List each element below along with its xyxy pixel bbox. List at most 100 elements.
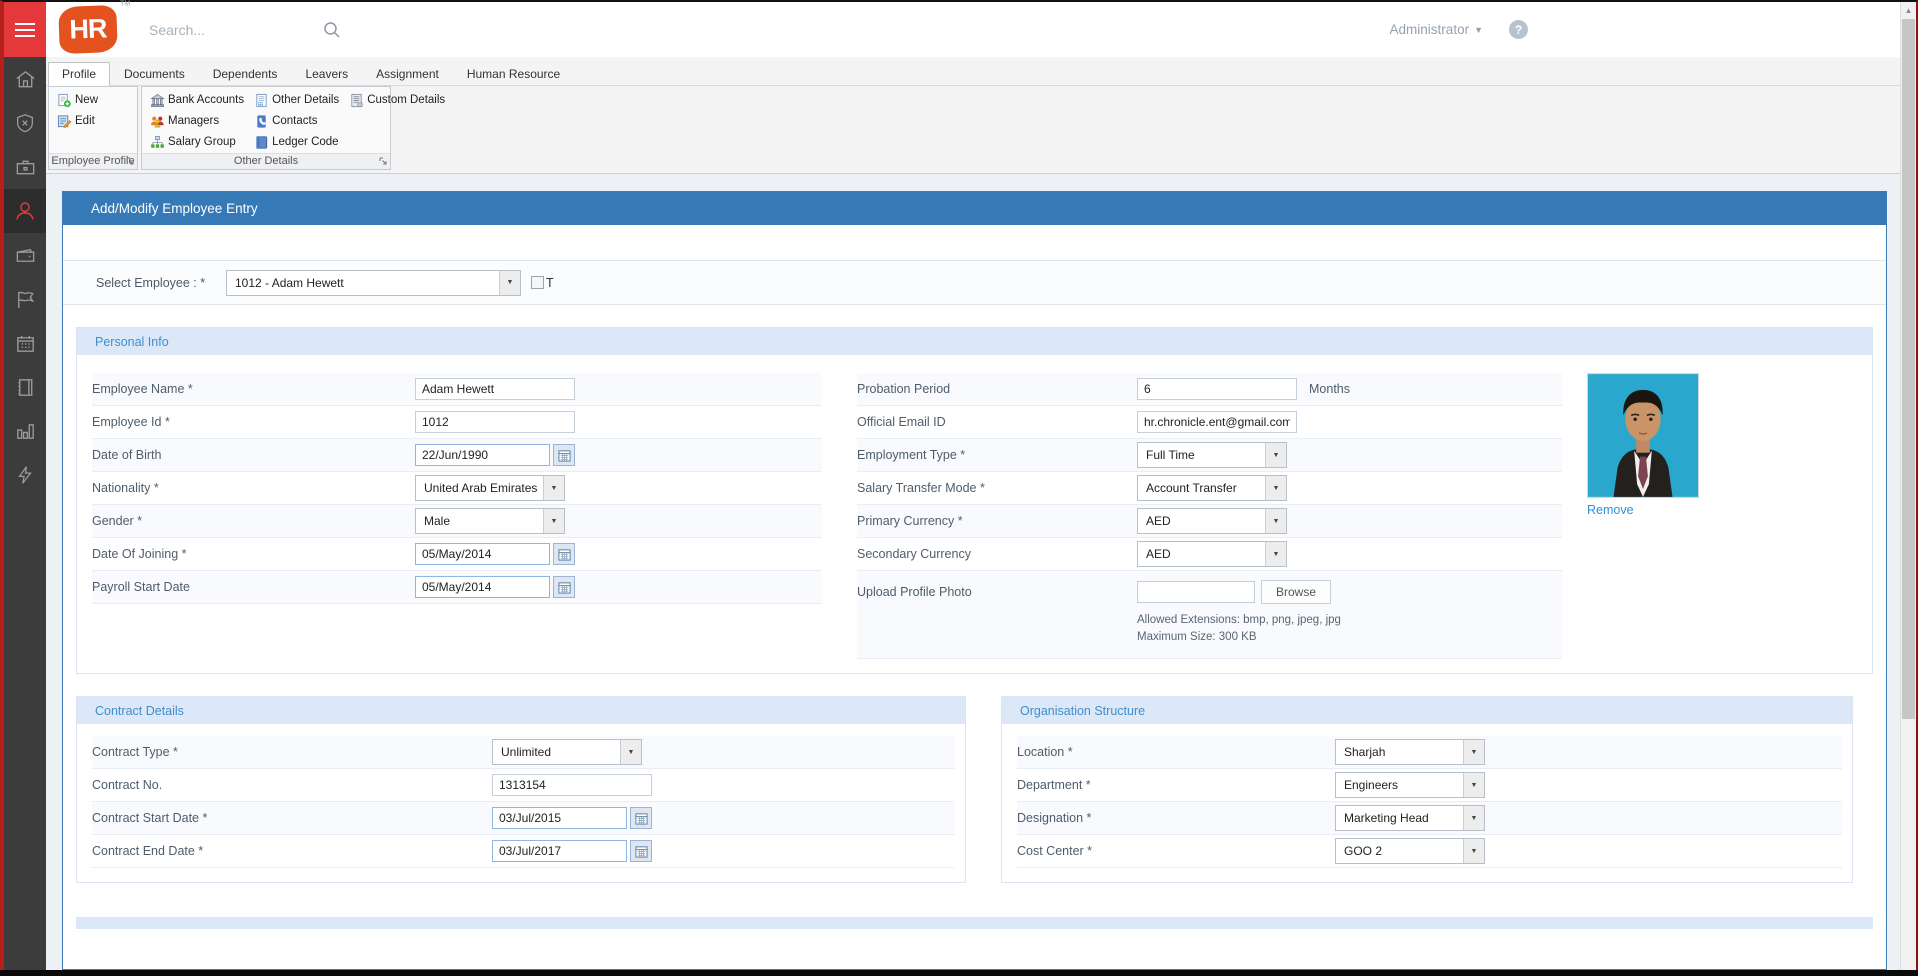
employee-id-input[interactable]: [415, 411, 575, 433]
sidebar-item-attendance[interactable]: [4, 321, 46, 365]
months-suffix-label: Months: [1309, 382, 1350, 396]
cost-center-select[interactable]: GOO 2 ▼: [1335, 838, 1485, 864]
select-employee-row: Select Employee : * 1012 - Adam Hewett ▼…: [63, 260, 1886, 305]
ledger-code-button[interactable]: Ledger Code: [254, 133, 339, 151]
dropdown-arrow-icon: ▼: [1463, 806, 1484, 830]
other-details-button[interactable]: Other Details: [254, 91, 339, 109]
remove-photo-link[interactable]: Remove: [1587, 503, 1634, 517]
lightning-icon: [18, 466, 32, 484]
shield-x-icon: [17, 114, 33, 133]
calendar-picker-icon[interactable]: [553, 576, 575, 598]
vertical-scrollbar[interactable]: ▲: [1900, 2, 1916, 970]
location-value: Sharjah: [1344, 745, 1386, 759]
chevron-down-icon: ▼: [1474, 24, 1483, 35]
profile-photo: [1587, 373, 1699, 498]
custom-details-button[interactable]: Custom Details: [349, 91, 445, 109]
sidebar-item-reports[interactable]: [4, 409, 46, 453]
tab-dependents[interactable]: Dependents: [212, 67, 278, 81]
contract-end-date-input[interactable]: [492, 840, 627, 862]
department-row: Department * Engineers ▼: [1017, 769, 1842, 802]
employment-type-value: Full Time: [1146, 448, 1195, 462]
salary-transfer-mode-row: Salary Transfer Mode * Account Transfer …: [857, 472, 1562, 505]
contract-start-date-input[interactable]: [492, 807, 627, 829]
designation-select[interactable]: Marketing Head ▼: [1335, 805, 1485, 831]
user-menu[interactable]: Administrator ▼: [1390, 22, 1483, 37]
ledger-book-icon: [256, 135, 268, 149]
tab-profile[interactable]: Profile: [48, 62, 111, 86]
select-employee-dropdown[interactable]: 1012 - Adam Hewett ▼: [226, 269, 521, 296]
sidebar-item-employee[interactable]: [4, 189, 46, 233]
scrollbar-thumb[interactable]: [1902, 19, 1915, 719]
calendar-picker-icon[interactable]: [553, 543, 575, 565]
dropdown-arrow-icon: ▼: [1463, 839, 1484, 863]
employee-name-row: Employee Name *: [92, 373, 822, 406]
contract-no-input[interactable]: [492, 774, 652, 796]
page-area: Add/Modify Employee Entry Select Employe…: [46, 174, 1916, 970]
calendar-icon: [16, 335, 34, 352]
sidebar-item-admin[interactable]: [4, 101, 46, 145]
field-label: Upload Profile Photo: [857, 585, 972, 599]
tab-documents[interactable]: Documents: [124, 67, 185, 81]
employee-name-input[interactable]: [415, 378, 575, 400]
payroll-start-date-input[interactable]: [415, 576, 550, 598]
employment-type-select[interactable]: Full Time ▼: [1137, 442, 1287, 468]
scrollbar-up-arrow[interactable]: ▲: [1904, 5, 1913, 15]
hamburger-menu-button[interactable]: [4, 2, 46, 57]
salary-transfer-mode-select[interactable]: Account Transfer ▼: [1137, 475, 1287, 501]
bar-chart-icon: [16, 423, 34, 439]
bank-icon: [150, 93, 165, 107]
tab-human-resource[interactable]: Human Resource: [466, 67, 561, 81]
sidebar-item-home[interactable]: [4, 57, 46, 101]
contract-details-section: Contract Details Contract Type * Unlimit…: [76, 696, 966, 883]
phone-icon: [257, 114, 266, 128]
gender-select[interactable]: Male ▼: [415, 508, 565, 534]
custom-details-label: Custom Details: [367, 94, 446, 106]
dropdown-arrow-icon: ▼: [499, 270, 520, 295]
primary-currency-select[interactable]: AED ▼: [1137, 508, 1287, 534]
field-label: Contract Type *: [92, 745, 178, 759]
location-select[interactable]: Sharjah ▼: [1335, 739, 1485, 765]
nationality-select[interactable]: United Arab Emirates ▼: [415, 475, 565, 501]
help-icon[interactable]: ?: [1509, 20, 1528, 39]
search-icon[interactable]: [322, 20, 342, 40]
tab-assignment[interactable]: Assignment: [376, 67, 439, 81]
t-checkbox[interactable]: [531, 276, 544, 289]
sidebar-item-payroll[interactable]: [4, 233, 46, 277]
sidebar-item-quick-actions[interactable]: [4, 453, 46, 497]
maximum-size-hint: Maximum Size: 300 KB: [1137, 631, 1257, 643]
dialog-launcher-icon[interactable]: [126, 157, 135, 166]
bank-accounts-button[interactable]: Bank Accounts: [150, 91, 244, 109]
dropdown-arrow-icon: ▼: [543, 476, 564, 500]
edit-button[interactable]: Edit: [57, 112, 98, 130]
field-label: Cost Center *: [1017, 844, 1093, 858]
new-button[interactable]: New: [57, 91, 98, 109]
field-label: Gender *: [92, 514, 143, 528]
date-of-joining-input[interactable]: [415, 543, 550, 565]
file-path-input[interactable]: [1137, 581, 1255, 603]
date-of-birth-input[interactable]: [415, 444, 550, 466]
sidebar-item-leave[interactable]: [4, 277, 46, 321]
secondary-currency-select[interactable]: AED ▼: [1137, 541, 1287, 567]
contacts-button[interactable]: Contacts: [254, 112, 339, 130]
salary-group-button[interactable]: Salary Group: [150, 133, 244, 151]
sidebar-item-organisation[interactable]: [4, 145, 46, 189]
managers-button[interactable]: Managers: [150, 112, 244, 130]
field-label: Primary Currency *: [857, 514, 963, 528]
logo-trademark: TM: [120, 0, 131, 8]
contract-end-date-row: Contract End Date *: [92, 835, 955, 868]
calendar-picker-icon[interactable]: [630, 807, 652, 829]
department-select[interactable]: Engineers ▼: [1335, 772, 1485, 798]
calendar-picker-icon[interactable]: [630, 840, 652, 862]
dialog-launcher-icon[interactable]: [379, 157, 388, 166]
probation-period-input[interactable]: [1137, 378, 1297, 400]
ribbon-tabs: Profile Documents Dependents Leavers Ass…: [46, 57, 1916, 86]
contract-type-select[interactable]: Unlimited ▼: [492, 739, 642, 765]
select-employee-value: 1012 - Adam Hewett: [235, 275, 344, 290]
official-email-input[interactable]: [1137, 411, 1297, 433]
calendar-picker-icon[interactable]: [553, 444, 575, 466]
sidebar-item-documents[interactable]: [4, 365, 46, 409]
managers-label: Managers: [168, 115, 220, 127]
tab-leavers[interactable]: Leavers: [305, 67, 349, 81]
browse-button[interactable]: Browse: [1261, 580, 1332, 604]
search-input[interactable]: [149, 21, 264, 38]
